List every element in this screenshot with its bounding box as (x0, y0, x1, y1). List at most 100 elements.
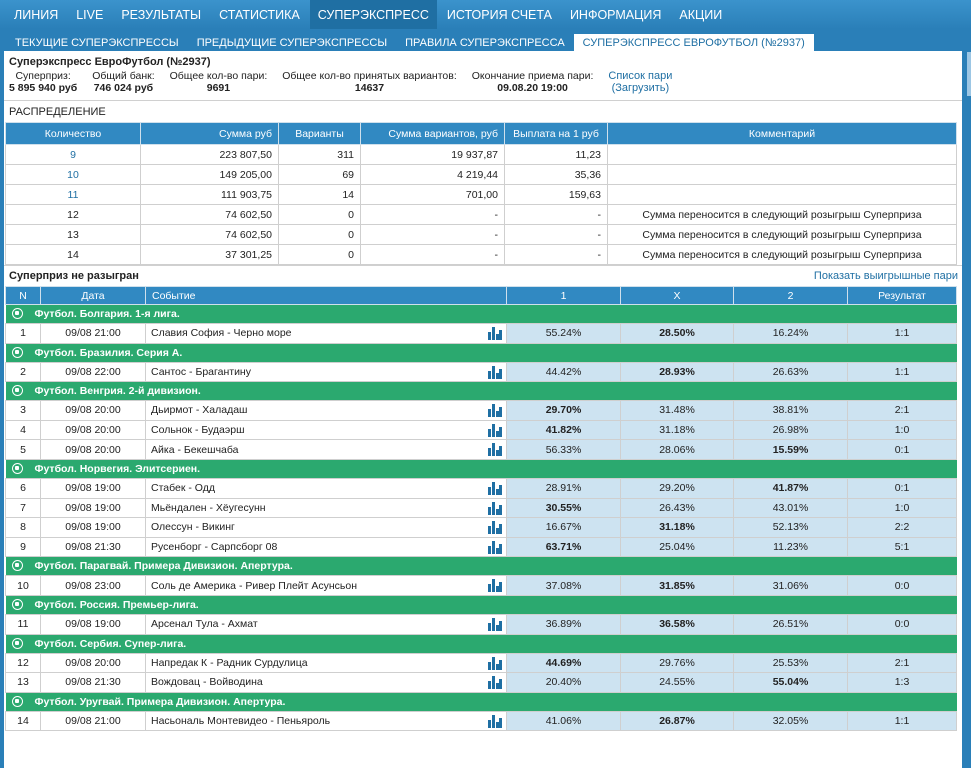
nav-statistics[interactable]: СТАТИСТИКА (219, 7, 300, 22)
bar-chart-icon[interactable] (488, 617, 502, 631)
end-info: Окончание приема пари: 09.08.20 19:00 (472, 70, 594, 100)
league-name: Футбол. Россия. Премьер-лига. (34, 598, 199, 611)
show-winning-link[interactable]: Показать выигрышные пари (813, 270, 958, 282)
soccer-ball-icon (11, 560, 23, 572)
odds-2: 38.81% (733, 400, 848, 421)
match-result-text: 1:3 (894, 676, 910, 689)
match-event: Насьональ Монтевидео - Пеньяроль (145, 710, 507, 732)
odds-2-text: 26.63% (772, 365, 809, 378)
col-event: Событие (145, 286, 507, 305)
odds-2-text: 41.87% (772, 482, 809, 495)
dist-sum: 74 602,50 (140, 224, 279, 245)
soccer-ball-icon (11, 637, 23, 649)
bar-chart-icon-bar (488, 370, 491, 379)
nav-account-history[interactable]: ИСТОРИЯ СЧЕТА (446, 7, 552, 22)
bar-chart-icon[interactable] (488, 443, 502, 457)
bank-value: 746 024 руб (93, 82, 154, 94)
odds-1-text: 36.89% (545, 618, 582, 631)
odds-x-text: 31.18% (659, 521, 695, 534)
dist-payout: 35,36 (504, 164, 608, 185)
match-date: 09/08 19:00 (40, 497, 146, 519)
bar-chart-icon-bar (499, 504, 502, 515)
match-date-text: 09/08 20:00 (65, 404, 121, 417)
nav-live[interactable]: LIVE (76, 7, 104, 22)
scrollbar-thumb[interactable] (967, 52, 971, 96)
dist-comment (607, 184, 957, 205)
match-event: Русенборг - Сарпсборг 08 (145, 536, 507, 558)
bets-value: 9691 (206, 82, 231, 94)
bar-chart-icon-bar (496, 528, 499, 535)
bar-chart-icon[interactable] (488, 327, 502, 340)
bar-chart-icon[interactable] (488, 656, 502, 670)
match-date-text: 09/08 19:00 (65, 618, 121, 631)
bar-chart-icon-bar (488, 545, 491, 554)
bar-chart-icon[interactable] (488, 714, 502, 728)
bar-chart-icon[interactable] (488, 676, 502, 690)
odds-2: 41.87% (733, 477, 848, 499)
match-result: 0:1 (847, 477, 957, 499)
odds-2-text: 15.59% (772, 443, 809, 456)
match-number-text: 10 (17, 579, 29, 592)
match-number-text: 6 (20, 482, 26, 495)
odds-2: 16.24% (733, 323, 848, 344)
tab-previous[interactable]: ПРЕДЫДУЩИЕ СУПЕРЭКСПРЕССЫ (196, 36, 388, 49)
nav-liniya[interactable]: ЛИНИЯ (14, 7, 59, 22)
tab-current[interactable]: ТЕКУЩИЕ СУПЕРЭКСПРЕССЫ (15, 36, 179, 49)
bets-list-link[interactable]: Список пари (Загрузить) (608, 70, 672, 100)
nav-superexpress[interactable]: СУПЕРЭКСПРЕСС (309, 0, 437, 29)
bar-chart-icon-bar (488, 526, 491, 535)
bar-chart-icon[interactable] (488, 365, 502, 379)
nav-information[interactable]: ИНФОРМАЦИЯ (569, 7, 662, 22)
match-row: 8 09/08 19:00 Олессун - Викинг 16.67% 31.18%… (5, 517, 957, 538)
col-sum: Сумма руб (140, 122, 279, 145)
match-date: 09/08 20:00 (40, 400, 146, 421)
bar-chart-icon[interactable] (488, 521, 502, 535)
dist-count: 12 (5, 204, 141, 225)
bar-chart-icon[interactable] (488, 481, 502, 495)
odds-2: 55.04% (733, 672, 848, 693)
tab-rules[interactable]: ПРАВИЛА СУПЕРЭКСПРЕССА (405, 36, 565, 49)
league-row: Футбол. Норвегия. Элитсериен. (5, 459, 957, 479)
bar-chart-icon-bar (488, 622, 491, 631)
distribution-row: 13 74 602,50 0 - - Сумма переносится в с… (5, 224, 957, 245)
dist-count[interactable]: 11 (5, 184, 141, 205)
match-number-text: 8 (20, 521, 26, 534)
distribution-row: 14 37 301,25 0 - - Сумма переносится в с… (5, 244, 957, 265)
bar-chart-icon-bar (499, 679, 502, 690)
match-event-text: Русенборг - Сарпсборг 08 (151, 541, 278, 554)
match-number-text: 3 (20, 404, 26, 417)
nav-promotions[interactable]: АКЦИИ (679, 7, 723, 22)
match-result-text: 0:0 (894, 579, 910, 592)
match-date-text: 09/08 20:00 (65, 424, 121, 437)
match-number-text: 2 (20, 365, 26, 378)
bar-chart-icon[interactable] (488, 579, 502, 593)
league-row: Футбол. Венгрия. 2-й дивизион. (5, 381, 957, 401)
tab-eurofootball[interactable]: СУПЕРЭКСПРЕСС ЕВРОФУТБОЛ (№2937) (573, 34, 814, 51)
match-result-text: 5:1 (894, 541, 910, 554)
match-event-text: Славия София - Черно море (151, 327, 292, 340)
match-number-text: 4 (20, 424, 26, 437)
list-link[interactable]: Список пари (608, 70, 673, 82)
dist-payout: 11,23 (504, 144, 608, 165)
bar-chart-icon[interactable] (488, 423, 502, 437)
bar-chart-icon[interactable] (488, 540, 502, 554)
scrollbar[interactable] (962, 29, 971, 768)
col-date: Дата (40, 286, 146, 305)
match-number: 2 (5, 361, 41, 383)
soccer-ball-icon (11, 346, 23, 358)
dist-count[interactable]: 10 (5, 164, 141, 185)
nav-results[interactable]: РЕЗУЛЬТАТЫ (121, 7, 202, 22)
load-link[interactable]: (Загрузить) (611, 82, 670, 94)
bar-chart-icon[interactable] (488, 501, 502, 515)
bar-chart-icon[interactable] (488, 404, 502, 418)
bar-chart-icon-bar (488, 486, 491, 495)
bar-chart-icon-bar (488, 681, 491, 690)
dist-count[interactable]: 9 (5, 144, 141, 165)
match-event-text: Соль де Америка - Ривер Плейт Асунсьон (151, 579, 358, 592)
match-result-text: 0:0 (894, 618, 910, 631)
odds-x: 29.20% (620, 477, 734, 499)
odds-2: 15.59% (733, 439, 848, 460)
odds-x: 28.06% (620, 439, 734, 460)
bar-chart-icon-bar (496, 411, 499, 418)
soccer-ball-icon (11, 385, 23, 397)
